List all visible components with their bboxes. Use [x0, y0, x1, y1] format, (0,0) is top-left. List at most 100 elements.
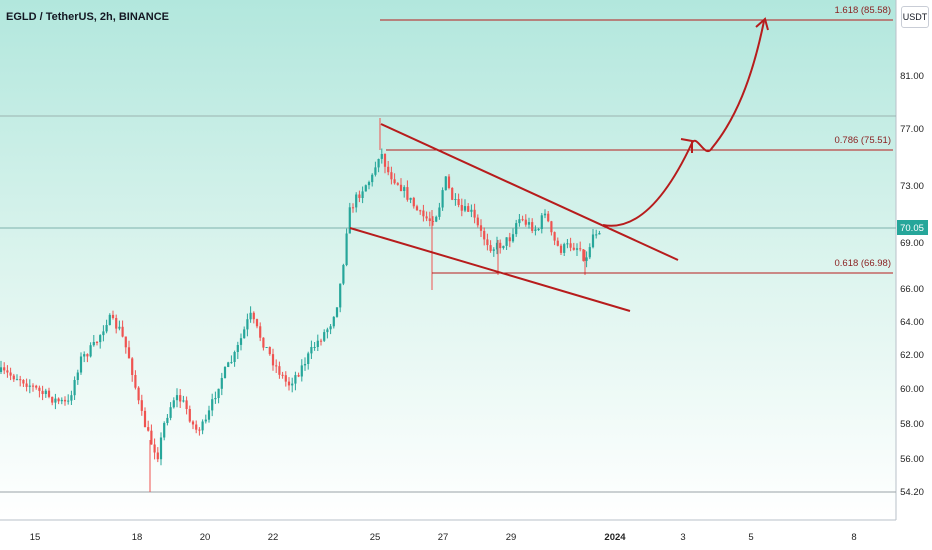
candle-body — [169, 407, 172, 418]
candle-body — [25, 383, 28, 387]
candle-body — [204, 419, 207, 422]
candle-body — [86, 354, 89, 357]
symbol-title[interactable]: EGLD / TetherUS, 2h, BINANCE — [6, 11, 169, 23]
candle-body — [422, 210, 425, 217]
candle-body — [345, 233, 348, 265]
candle-body — [371, 174, 374, 183]
candle-body — [361, 191, 364, 198]
candle-body — [239, 338, 243, 345]
candle-body — [463, 206, 467, 211]
candle-body — [499, 242, 502, 249]
candle-body — [409, 197, 412, 200]
candle-body — [444, 176, 447, 191]
candle-body — [415, 206, 419, 211]
candle-body — [51, 396, 54, 403]
candle-body — [111, 314, 115, 318]
candle-body — [300, 365, 303, 377]
x-tick-year: 2024 — [604, 532, 626, 543]
candle-body — [9, 372, 12, 376]
candle-body — [515, 223, 518, 235]
candle-body — [137, 387, 140, 401]
candle-body — [118, 326, 121, 329]
candle-body — [342, 265, 345, 284]
candle-body — [166, 417, 169, 423]
candle-body — [387, 166, 390, 173]
candle-body — [460, 205, 463, 211]
candle-body — [313, 347, 316, 348]
candle-body — [47, 390, 51, 397]
candle-body — [19, 379, 22, 381]
candle-body — [262, 337, 265, 348]
candle-body — [108, 314, 111, 325]
fib-label-1618: 1.618 (85.58) — [834, 5, 891, 16]
candle-body — [294, 375, 297, 384]
candle-body — [406, 187, 409, 200]
candle-body — [403, 187, 406, 191]
candle-body — [585, 257, 588, 261]
candle-body — [121, 326, 124, 337]
candle-body — [454, 199, 457, 200]
candle-body — [172, 400, 175, 408]
candle-body — [550, 221, 553, 233]
candle-body — [230, 362, 233, 364]
candle-body — [38, 387, 41, 391]
candle-body — [297, 375, 300, 377]
candle-body — [332, 316, 335, 327]
candle-body — [57, 398, 60, 402]
candle-body — [367, 182, 371, 186]
candle-body — [153, 444, 156, 453]
x-tick: 5 — [748, 532, 753, 543]
currency-button[interactable]: USDT — [901, 6, 929, 28]
candle-body — [191, 421, 195, 425]
candle-body — [540, 215, 543, 229]
candle-body — [233, 352, 236, 362]
candle-body — [0, 367, 3, 372]
candle-body — [486, 239, 489, 246]
fib-label-0786: 0.786 (75.51) — [834, 135, 891, 146]
y-tick: 73.00 — [900, 181, 924, 192]
candle-series — [0, 118, 601, 492]
candle-body — [339, 283, 342, 308]
projection-path[interactable] — [602, 20, 765, 227]
candle-body — [287, 381, 291, 386]
candle-body — [508, 237, 511, 242]
wedge-lower-trendline[interactable] — [349, 227, 631, 312]
candle-body — [134, 375, 137, 388]
y-tick: 60.00 — [900, 384, 924, 395]
candle-body — [236, 345, 239, 352]
candle-body — [479, 225, 483, 231]
candle-body — [185, 400, 188, 409]
candle-body — [441, 190, 444, 208]
candle-body — [28, 385, 31, 387]
current-price-value: 70.05 — [900, 223, 924, 234]
candle-body — [447, 176, 451, 188]
candle-body — [105, 325, 108, 332]
current-price-tag — [897, 220, 928, 235]
candle-body — [124, 336, 127, 348]
candle-body — [211, 399, 214, 411]
candle-body — [143, 410, 147, 428]
candle-body — [351, 207, 355, 209]
candle-body — [83, 354, 86, 357]
candle-body — [556, 240, 559, 246]
candle-body — [588, 247, 591, 258]
candle-body — [326, 329, 329, 333]
wedge-upper-trendline[interactable] — [380, 123, 679, 261]
candle-body — [431, 221, 435, 222]
candle-body — [201, 421, 204, 431]
x-tick: 8 — [851, 532, 856, 543]
candle-body — [582, 249, 585, 261]
candle-body — [31, 385, 35, 387]
candle-body — [473, 209, 476, 218]
candle-body — [217, 388, 220, 398]
candle-body — [278, 366, 281, 375]
candle-body — [310, 347, 313, 354]
candle-body — [159, 437, 163, 460]
candle-body — [140, 400, 143, 411]
candle-body — [73, 380, 76, 396]
candle-body — [223, 367, 227, 378]
y-tick: 62.00 — [900, 350, 924, 361]
candle-body — [390, 172, 393, 180]
y-tick: 69.00 — [900, 238, 924, 249]
